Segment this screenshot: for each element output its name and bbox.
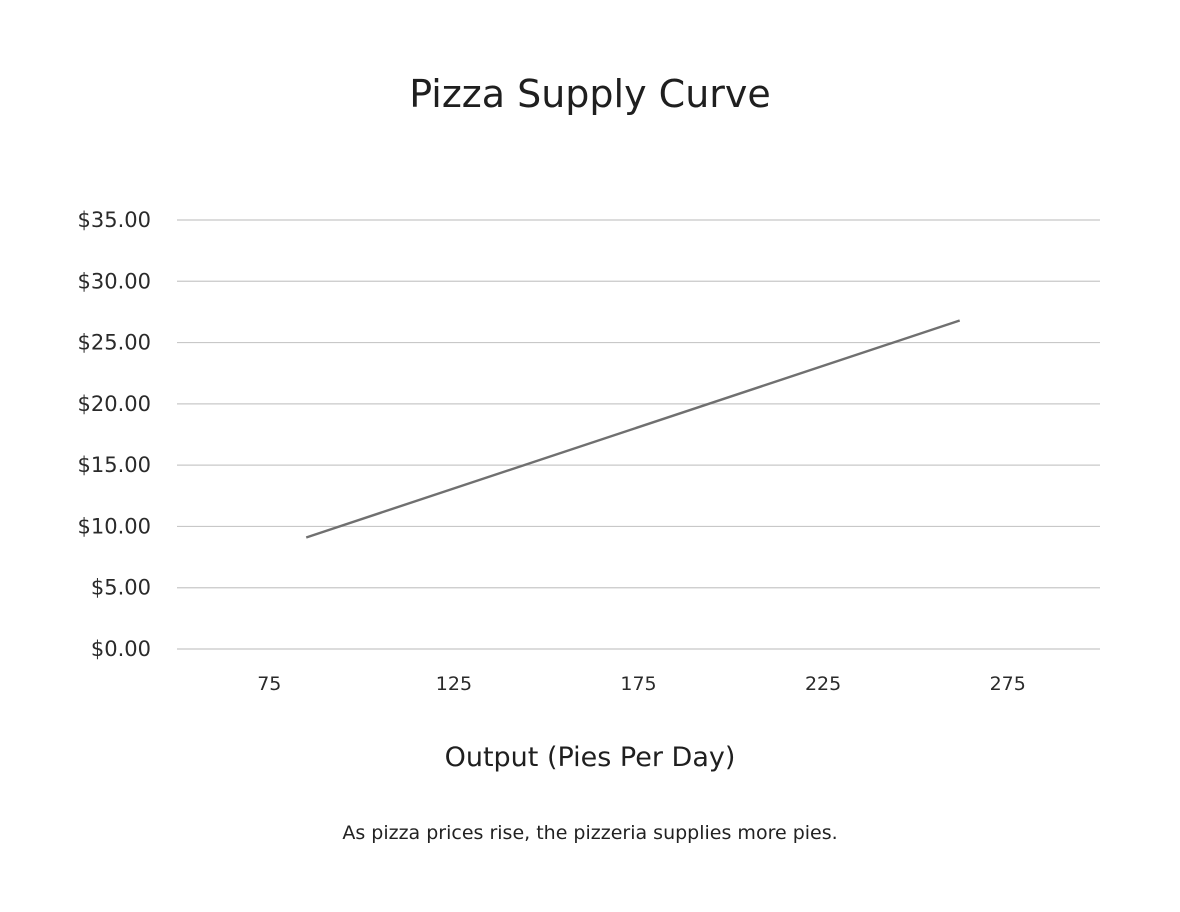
y-tick-label: $25.00	[78, 331, 151, 355]
supply-curve-line	[305, 319, 961, 539]
y-tick-label: $15.00	[78, 453, 151, 477]
series-layer	[305, 319, 961, 539]
y-tick-label: $0.00	[91, 637, 151, 661]
y-axis-ticks: $0.00 $5.00 $10.00 $15.00 $20.00 $25.00 $30.00…	[78, 208, 151, 661]
y-tick-label: $10.00	[78, 514, 151, 538]
y-tick-label: $30.00	[78, 269, 151, 293]
x-tick-label: 275	[990, 673, 1026, 695]
y-tick-label: $35.00	[78, 208, 151, 232]
x-tick-label: 225	[805, 673, 841, 695]
x-tick-label: 75	[257, 673, 281, 695]
x-tick-label: 125	[436, 673, 472, 695]
grid-lines	[177, 219, 1100, 650]
x-axis-label: Output (Pies Per Day)	[445, 742, 736, 773]
x-axis-ticks: 75 125 175 225 275	[257, 673, 1026, 695]
chart-title: Pizza Supply Curve	[409, 72, 771, 116]
y-tick-label: $5.00	[91, 576, 151, 600]
x-tick-label: 175	[620, 673, 656, 695]
y-tick-label: $20.00	[78, 392, 151, 416]
chart-caption: As pizza prices rise, the pizzeria suppl…	[342, 822, 838, 844]
